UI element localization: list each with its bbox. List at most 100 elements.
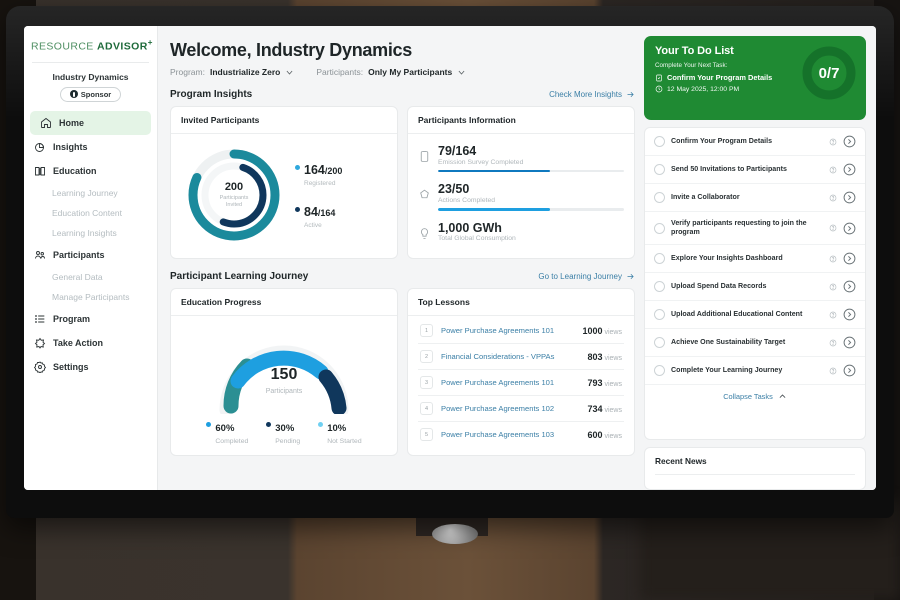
table-row[interactable]: 3 Power Purchase Agreements 101 793 views (418, 370, 624, 396)
collapse-tasks-button[interactable]: Collapse Tasks (645, 385, 865, 409)
todo-next-task[interactable]: Confirm Your Program Details (655, 73, 855, 82)
lesson-name[interactable]: Power Purchase Agreements 101 (441, 378, 555, 387)
recent-news-card: Recent News (644, 447, 866, 490)
chevron-up-icon (779, 394, 786, 399)
sidebar-subitem-learning-journey[interactable]: Learning Journey (52, 187, 118, 198)
legend-label-not-started: Not Started (327, 438, 362, 445)
checkbox-icon[interactable] (654, 281, 665, 293)
sidebar-subitem-education-content[interactable]: Education Content (52, 207, 122, 218)
program-filter[interactable]: Program: Industrialize Zero (170, 67, 294, 77)
todo-item-label: Achieve One Sustainability Target (671, 338, 786, 347)
help-icon[interactable] (829, 224, 837, 232)
legend-item-pending: 30% Pending (266, 418, 300, 445)
checkbox-icon[interactable] (654, 365, 665, 377)
lesson-views: 793 views (587, 378, 622, 388)
legend-total-registered: /200 (324, 166, 343, 176)
checkbox-icon[interactable] (654, 337, 665, 349)
legend-label-completed: Completed (215, 438, 249, 445)
lesson-name[interactable]: Power Purchase Agreements 102 (441, 404, 555, 413)
lesson-views-count: 600 (587, 429, 603, 440)
chevron-right-circle-icon[interactable] (843, 280, 856, 293)
list-item[interactable]: Invite a Collaborator (645, 184, 865, 212)
top-lessons-body: 1 Power Purchase Agreements 101 1000 view… (408, 316, 634, 451)
help-icon[interactable] (829, 138, 837, 146)
list-item[interactable]: Upload Spend Data Records (645, 273, 865, 302)
lesson-views-unit: views (604, 432, 622, 440)
lesson-name[interactable]: Power Purchase Agreements 103 (441, 430, 555, 439)
chevron-right-circle-icon[interactable] (843, 163, 856, 176)
list-item[interactable]: Verify participants requesting to join t… (645, 212, 865, 246)
list-item[interactable]: Explore Your Insights Dashboard (645, 245, 865, 274)
sidebar-item-label: Program (53, 313, 91, 324)
education-progress-card: Education Progress (170, 288, 398, 456)
sidebar-item-home[interactable]: Home (30, 110, 151, 135)
checkbox-icon[interactable] (654, 136, 665, 147)
main-content: Welcome, Industry Dynamics Program: Indu… (158, 26, 876, 490)
lesson-name[interactable]: Power Purchase Agreements 101 (441, 326, 555, 335)
table-row[interactable]: 4 Power Purchase Agreements 102 734 views (418, 396, 624, 422)
app-logo[interactable]: RESOURCE ADVISOR+ (24, 34, 157, 60)
sidebar-item-settings[interactable]: Settings (24, 355, 157, 379)
sidebar-subitem-general-data[interactable]: General Data (52, 271, 103, 282)
donut-center-value: 200 (224, 180, 244, 193)
help-icon[interactable] (829, 283, 837, 291)
table-row[interactable]: 2 Financial Considerations - VPPAs 803 vi… (418, 344, 624, 370)
list-icon (35, 314, 45, 323)
checkbox-icon[interactable] (654, 309, 665, 321)
people-icon (35, 250, 45, 259)
top-lessons-title: Top Lessons (408, 289, 634, 316)
sidebar-item-participants[interactable]: Participants (24, 243, 157, 267)
sidebar-subitem-learning-insights[interactable]: Learning Insights (52, 227, 117, 238)
table-row[interactable]: 5 Power Purchase Agreements 103 600 views (418, 422, 624, 447)
chevron-right-circle-icon[interactable] (843, 191, 856, 204)
sponsor-badge-wrap: Sponsor (24, 86, 157, 111)
logo-word-resource: RESOURCE (31, 40, 94, 53)
sidebar-item-insights[interactable]: Insights (24, 135, 157, 159)
check-more-insights-link[interactable]: Check More Insights (549, 90, 635, 99)
sidebar-item-take-action[interactable]: Take Action (24, 331, 157, 355)
checkbox-icon[interactable] (654, 192, 665, 203)
lesson-name[interactable]: Financial Considerations - VPPAs (441, 352, 555, 361)
lesson-views-unit: views (604, 380, 622, 388)
todo-hero: Your To Do List Complete Your Next Task:… (644, 36, 866, 120)
list-item[interactable]: Confirm Your Program Details (645, 128, 865, 156)
help-icon[interactable] (829, 194, 837, 202)
list-item[interactable]: Achieve One Sustainability Target (645, 329, 865, 358)
list-item[interactable]: Upload Additional Educational Content (645, 301, 865, 330)
chevron-right-circle-icon[interactable] (843, 364, 856, 377)
dashboard-column: Welcome, Industry Dynamics Program: Indu… (170, 36, 635, 490)
chevron-right-circle-icon[interactable] (843, 336, 856, 349)
list-item[interactable]: Send 50 Invitations to Participants (645, 156, 865, 184)
participants-filter[interactable]: Participants: Only My Participants (316, 67, 466, 77)
help-icon[interactable] (829, 255, 837, 263)
legend-value-pending: 30% (275, 423, 295, 434)
sidebar-item-label: Take Action (53, 337, 104, 348)
help-icon[interactable] (829, 311, 837, 319)
go-to-learning-journey-link[interactable]: Go to Learning Journey (538, 272, 635, 281)
legend-total-active: /164 (317, 208, 336, 218)
sponsor-icon (69, 90, 78, 98)
checkbox-icon[interactable] (654, 222, 665, 234)
todo-item-label: Upload Additional Educational Content (671, 310, 803, 319)
help-icon[interactable] (829, 339, 837, 347)
todo-item-label: Confirm Your Program Details (671, 136, 773, 145)
chevron-right-circle-icon[interactable] (843, 135, 856, 148)
chevron-right-circle-icon[interactable] (843, 308, 856, 321)
legend-label-pending: Pending (275, 438, 301, 445)
education-progress-title: Education Progress (171, 289, 397, 316)
help-icon[interactable] (829, 166, 837, 174)
help-icon[interactable] (829, 367, 837, 375)
checkbox-icon[interactable] (654, 253, 665, 265)
list-item[interactable]: Complete Your Learning Journey (645, 357, 865, 386)
chevron-right-circle-icon[interactable] (843, 252, 856, 265)
sidebar-item-program[interactable]: Program (24, 307, 157, 331)
monitor-stand-foot (432, 524, 478, 544)
chevron-right-circle-icon[interactable] (843, 222, 856, 235)
program-insights-header: Program Insights Check More Insights (170, 89, 635, 100)
sidebar-item-education[interactable]: Education (24, 159, 157, 183)
sidebar-subitem-manage-participants[interactable]: Manage Participants (52, 291, 130, 302)
legend-item-registered: 164/200 Registered (295, 161, 342, 187)
checkbox-icon[interactable] (654, 164, 665, 175)
sponsor-badge[interactable]: Sponsor (59, 86, 122, 102)
table-row[interactable]: 1 Power Purchase Agreements 101 1000 view… (418, 318, 624, 344)
